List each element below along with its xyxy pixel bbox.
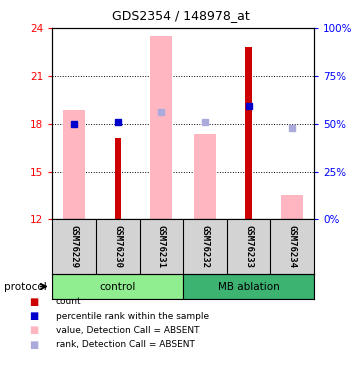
Text: GSM76229: GSM76229 — [70, 225, 79, 268]
Text: count: count — [56, 297, 82, 306]
Text: protocol: protocol — [4, 282, 46, 291]
Text: GSM76233: GSM76233 — [244, 225, 253, 268]
Bar — [245, 47, 252, 219]
Bar — [183, 274, 314, 299]
Text: value, Detection Call = ABSENT: value, Detection Call = ABSENT — [56, 326, 200, 335]
Bar — [194, 134, 216, 219]
Text: control: control — [100, 282, 136, 291]
Bar — [151, 36, 172, 219]
Text: GSM76231: GSM76231 — [157, 225, 166, 268]
Bar — [281, 195, 303, 219]
Text: ■: ■ — [29, 297, 38, 307]
Text: ■: ■ — [29, 311, 38, 321]
Text: rank, Detection Call = ABSENT: rank, Detection Call = ABSENT — [56, 340, 195, 349]
Bar — [114, 138, 121, 219]
Text: percentile rank within the sample: percentile rank within the sample — [56, 312, 209, 321]
Text: ■: ■ — [29, 326, 38, 335]
Text: MB ablation: MB ablation — [218, 282, 279, 291]
Text: GSM76234: GSM76234 — [288, 225, 297, 268]
Bar — [63, 110, 85, 219]
Bar — [52, 274, 183, 299]
Text: GSM76230: GSM76230 — [113, 225, 122, 268]
Text: GDS2354 / 148978_at: GDS2354 / 148978_at — [112, 9, 249, 22]
Text: GSM76232: GSM76232 — [200, 225, 209, 268]
Text: ■: ■ — [29, 340, 38, 350]
